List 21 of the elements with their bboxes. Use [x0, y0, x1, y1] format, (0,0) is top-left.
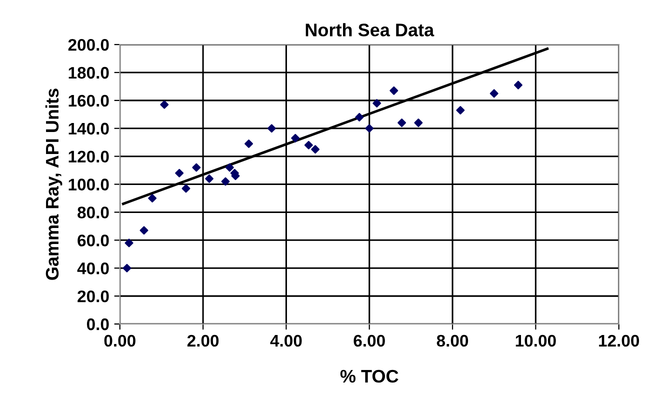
- y-tick-label: 40.0: [77, 262, 109, 274]
- y-axis-title: Gamma Ray, API Units: [45, 88, 62, 280]
- chart-title: North Sea Data: [306, 23, 434, 36]
- x-tick-label: 6.00: [354, 334, 385, 347]
- y-tick-label: 60.0: [78, 234, 109, 246]
- x-axis-title: % TOC: [340, 370, 398, 383]
- y-tick-label: 160.0: [68, 94, 109, 107]
- y-tick-label: 20.0: [78, 290, 109, 302]
- x-tick-label: 12.00: [599, 334, 640, 347]
- x-tick-label: 8.00: [436, 334, 468, 347]
- y-tick-label: 180.0: [68, 66, 109, 79]
- x-tick-label: 0.00: [104, 334, 136, 347]
- y-tick-label: 200.0: [68, 38, 109, 51]
- y-tick-label: 0.0: [86, 318, 109, 330]
- x-tick-label: 4.00: [270, 334, 302, 347]
- y-tick-label: 120.0: [68, 150, 109, 163]
- y-tick-label: 100.0: [68, 178, 109, 190]
- x-tick-label: 2.00: [187, 334, 219, 347]
- x-tick-label: 10.00: [516, 334, 556, 347]
- y-tick-label: 80.0: [78, 206, 109, 218]
- y-tick-label: 140.0: [68, 122, 109, 135]
